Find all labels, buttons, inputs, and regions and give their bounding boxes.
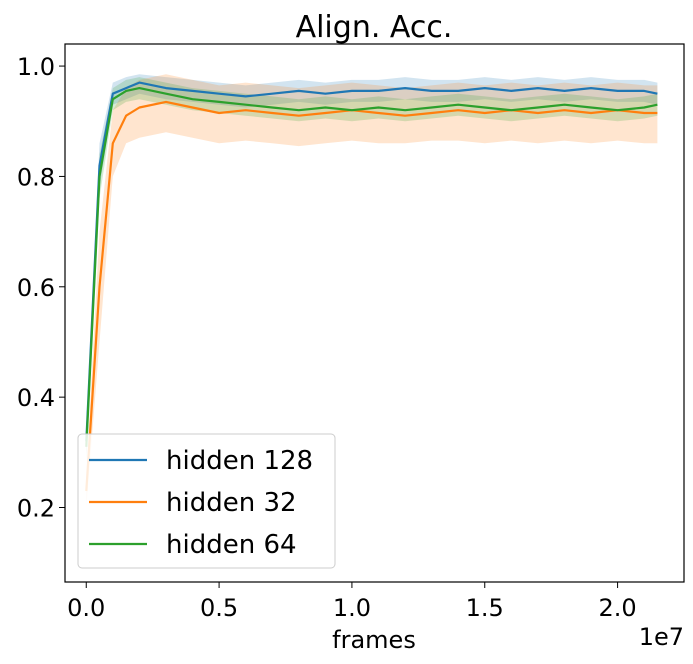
x-tick-label: 0.5 [200,594,238,622]
legend: hidden 128 hidden 32 hidden 64 [77,433,336,569]
y-tick-label: 0.2 [17,495,55,523]
y-tick-label: 1.0 [17,53,55,81]
x-tick-label: 1.5 [466,594,504,622]
line-series-0 [85,81,658,442]
y-axis-ticks: 0.2 0.4 0.6 0.8 1.0 [17,53,65,523]
x-axis-label: frames [332,626,416,654]
series-lines [85,81,658,492]
chart-title: Align. Acc. [296,10,453,45]
y-tick-label: 0.8 [17,163,55,191]
y-tick-label: 0.4 [17,384,55,412]
line-series-2 [85,86,658,447]
x-tick-label: 1.0 [333,594,371,622]
x-axis-ticks: 0.0 0.5 1.0 1.5 2.0 [67,582,637,622]
y-tick-label: 0.6 [17,274,55,302]
confidence-bands [86,74,658,508]
axes-frame [64,43,685,583]
legend-label-0: hidden 128 [166,446,313,476]
band-series-1 [86,74,658,508]
legend-box [77,433,336,569]
x-tick-label: 0.0 [67,594,105,622]
band-series-2 [86,77,658,464]
x-axis-offset-label: 1e7 [639,623,684,651]
legend-label-1: hidden 32 [166,488,297,518]
x-tick-label: 2.0 [598,594,636,622]
legend-label-2: hidden 64 [166,530,297,560]
line-series-1 [85,100,658,492]
